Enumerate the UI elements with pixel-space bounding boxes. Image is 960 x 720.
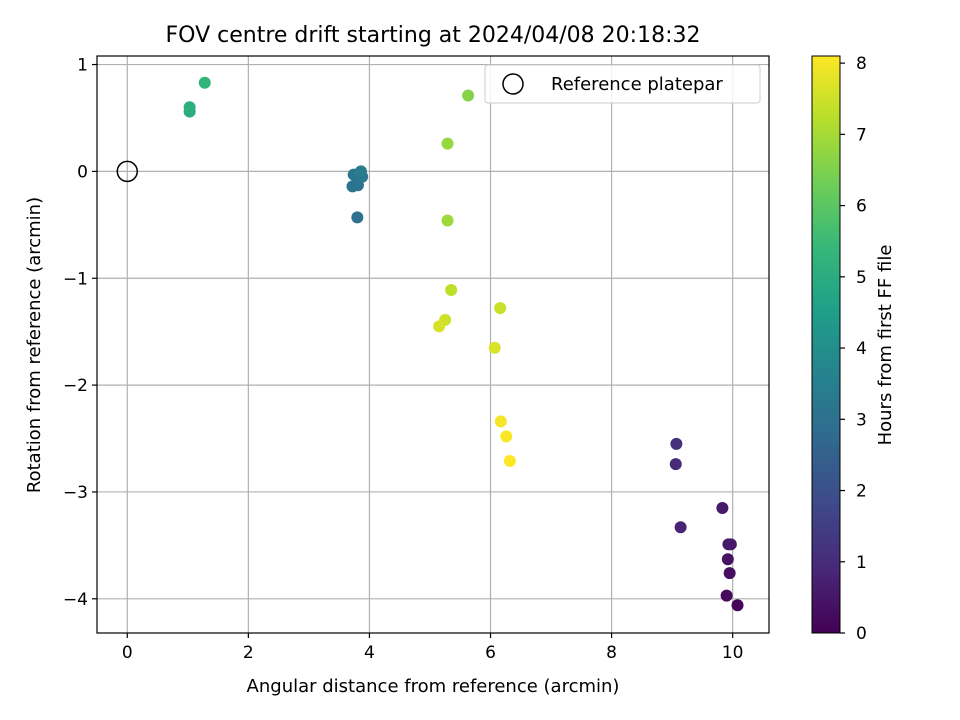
data-point <box>724 538 737 551</box>
colorbar-tick-label: 5 <box>856 268 867 288</box>
x-ticks: 0 2 4 6 8 10 <box>122 633 744 663</box>
x-tick-label: 8 <box>606 643 617 663</box>
y-tick-label: −2 <box>63 376 88 396</box>
colorbar-tick-label: 0 <box>856 624 867 644</box>
colorbar-ticks: 0 1 2 3 4 5 6 7 8 <box>840 54 867 644</box>
x-tick-label: 0 <box>122 643 133 663</box>
colorbar-label: Hours from first FF file <box>875 245 896 446</box>
colorbar-tick-label: 1 <box>856 553 867 573</box>
data-point <box>441 137 454 150</box>
chart-title: FOV centre drift starting at 2024/04/08 … <box>166 23 701 48</box>
colorbar-tick-label: 8 <box>856 54 867 74</box>
colorbar-gradient <box>812 56 840 633</box>
y-tick-label: −4 <box>63 590 88 610</box>
data-point <box>669 458 682 471</box>
legend-box <box>484 64 761 104</box>
legend: Reference platepar <box>484 64 761 104</box>
data-point <box>720 589 733 602</box>
y-tick-label: −1 <box>63 269 88 289</box>
y-axis-label: Rotation from reference (arcmin) <box>24 197 45 493</box>
legend-reference-marker <box>502 73 524 95</box>
data-point <box>198 76 211 89</box>
data-point <box>721 553 734 566</box>
data-point <box>503 454 516 467</box>
data-point <box>445 284 458 297</box>
colorbar-tick-label: 3 <box>856 410 867 430</box>
grid-lines <box>97 56 769 633</box>
x-tick-label: 2 <box>243 643 254 663</box>
data-point <box>351 211 364 224</box>
colorbar-frame <box>811 55 841 634</box>
x-tick-label: 10 <box>722 643 744 663</box>
data-point <box>674 521 687 534</box>
data-point <box>441 214 454 227</box>
y-tick-label: 0 <box>77 162 88 182</box>
data-point <box>716 501 729 514</box>
data-point <box>183 101 196 114</box>
x-tick-label: 4 <box>364 643 375 663</box>
data-point <box>731 599 744 612</box>
reference-platepar-marker <box>116 160 139 183</box>
reference-marker-group <box>116 160 139 183</box>
data-point <box>494 302 507 315</box>
colorbar: 0 1 2 3 4 5 6 7 8 Hours from first FF file <box>811 54 896 644</box>
colorbar-tick-label: 6 <box>856 197 867 217</box>
data-point <box>670 437 683 450</box>
colorbar-tick-label: 4 <box>856 339 867 359</box>
data-point <box>488 341 501 354</box>
data-points <box>183 76 744 612</box>
data-point <box>354 165 367 178</box>
data-point <box>500 430 513 443</box>
data-point <box>723 567 736 580</box>
data-point <box>462 89 475 102</box>
colorbar-tick-label: 2 <box>856 482 867 502</box>
colorbar-tick-label: 7 <box>856 125 867 145</box>
y-tick-label: 1 <box>77 56 88 76</box>
legend-entry-label: Reference platepar <box>551 74 723 95</box>
y-tick-label: −3 <box>63 483 88 503</box>
plot-frame <box>96 55 770 634</box>
data-point <box>433 320 446 333</box>
x-tick-label: 6 <box>485 643 496 663</box>
data-point <box>494 415 507 428</box>
x-axis-label: Angular distance from reference (arcmin) <box>247 676 620 697</box>
y-ticks: 1 0 −1 −2 −3 −4 <box>63 56 97 610</box>
